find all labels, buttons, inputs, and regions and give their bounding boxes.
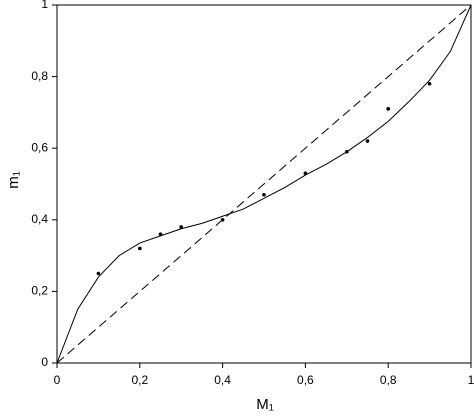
- reference-line: [56, 4, 472, 364]
- y-tick-label: 0,4: [31, 212, 48, 226]
- data-point: [96, 271, 101, 276]
- y-tick-label: 0,2: [31, 284, 48, 298]
- data-point: [138, 246, 142, 251]
- x-tick-label: 0,6: [297, 373, 314, 387]
- data-point: [262, 192, 266, 197]
- y-axis-title: m₁: [5, 171, 22, 189]
- fit-curve: [56, 4, 472, 364]
- y-tick-label: 1: [41, 0, 48, 11]
- x-tick-label: 0,4: [214, 373, 231, 387]
- data-point: [158, 232, 163, 236]
- data-point: [386, 107, 391, 111]
- data-point: [365, 139, 370, 143]
- y-tick-label: 0,6: [31, 140, 48, 154]
- x-tick-label: 1: [468, 373, 474, 387]
- x-tick-label: 0: [54, 373, 61, 387]
- x-axis-title: M₁: [256, 396, 274, 413]
- plot-frame: [56, 4, 472, 364]
- data-point: [427, 81, 432, 86]
- x-tick-label: 0,8: [380, 373, 397, 387]
- y-tick-label: 0,8: [31, 69, 48, 83]
- x-tick-label: 0,2: [131, 373, 148, 387]
- data-point: [179, 225, 183, 229]
- y-tick-label: 0: [41, 355, 48, 369]
